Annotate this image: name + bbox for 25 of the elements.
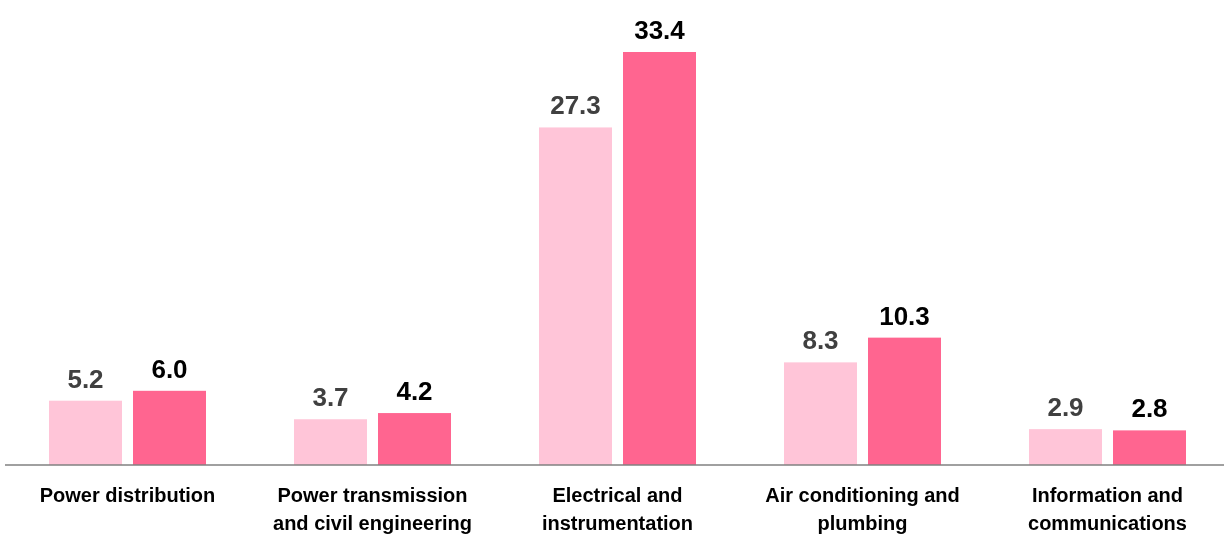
x-tick-label: Air conditioning and plumbing: [765, 484, 960, 534]
bar: [623, 52, 696, 465]
data-label: 2.9: [1047, 392, 1084, 423]
x-tick-label: Electrical and instrumentation: [541, 484, 694, 534]
bar: [49, 400, 122, 465]
data-label: 2.8: [1131, 393, 1168, 424]
data-label: 33.4: [634, 15, 686, 45]
bar: [1113, 430, 1186, 465]
data-label: 6.0: [151, 353, 188, 384]
bar: [133, 390, 206, 465]
bar: [1029, 429, 1102, 465]
bar: [868, 337, 941, 465]
bar: [539, 127, 612, 465]
data-label: 8.3: [802, 325, 839, 356]
x-tick-label: Information and communications: [1028, 484, 1187, 534]
data-label: 4.2: [396, 376, 433, 407]
bar: [294, 419, 367, 465]
x-tick-label: Power distribution: [39, 484, 216, 506]
x-tick-label: Power transmission and civil engineering: [273, 484, 472, 534]
data-label: 3.7: [312, 382, 349, 413]
bar: [784, 362, 857, 465]
data-label: 10.3: [879, 300, 930, 331]
data-label: 5.2: [67, 363, 104, 394]
data-label: 27.3: [550, 90, 601, 121]
bar: [378, 413, 451, 465]
